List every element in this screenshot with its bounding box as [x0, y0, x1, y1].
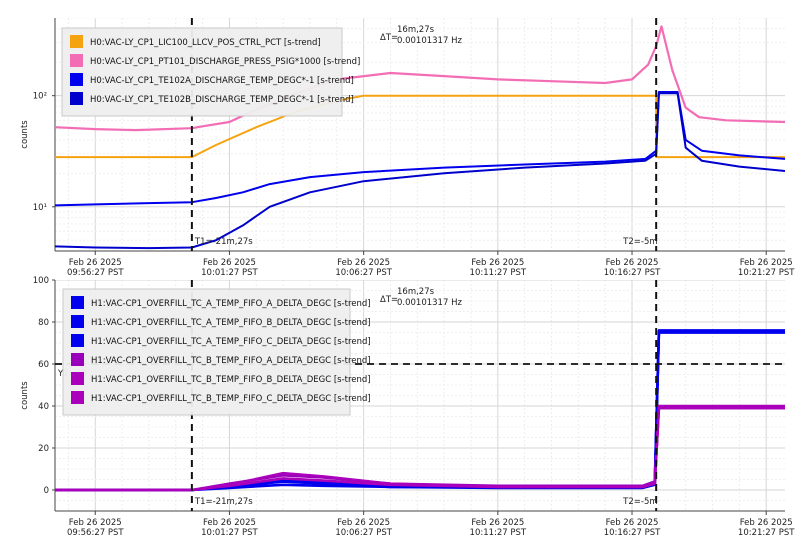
delta-frequency: 0.00101317 Hz	[397, 298, 462, 308]
legend-swatch	[71, 296, 84, 309]
x-tick-label-date: Feb 26 2025	[740, 258, 793, 268]
x-tick-label-date: Feb 26 2025	[203, 518, 256, 528]
x-tick-label-time: 10:06:27 PST	[335, 528, 392, 538]
y-tick-label: 10²	[33, 92, 47, 102]
x-tick-label-time: 09:56:27 PST	[67, 268, 124, 278]
legend-item[interactable]: H1:VAC-CP1_OVERFILL_TC_B_TEMP_FIFO_A_DEL…	[71, 353, 371, 366]
legend-item[interactable]: H0:VAC-LY_CP1_LIC100_LLCV_POS_CTRL_PCT […	[70, 35, 321, 48]
legend-label: H1:VAC-CP1_OVERFILL_TC_A_TEMP_FIFO_C_DEL…	[91, 337, 371, 347]
delta-label: ΔT=	[380, 33, 398, 43]
x-tick-label-time: 10:01:27 PST	[201, 528, 258, 538]
legend-item[interactable]: H0:VAC-LY_CP1_PT101_DISCHARGE_PRESS_PSIG…	[70, 54, 360, 67]
x-tick-label-date: Feb 26 2025	[337, 258, 390, 268]
x-tick-label-date: Feb 26 2025	[69, 258, 122, 268]
legend-label: H1:VAC-CP1_OVERFILL_TC_B_TEMP_FIFO_A_DEL…	[91, 356, 371, 366]
legend-swatch	[70, 92, 83, 105]
legend-swatch	[71, 372, 84, 385]
series-line-2	[55, 25, 785, 132]
legend-label: H1:VAC-CP1_OVERFILL_TC_A_TEMP_FIFO_B_DEL…	[91, 318, 371, 328]
legend: H0:VAC-LY_CP1_LIC100_LLCV_POS_CTRL_PCT […	[61, 27, 360, 117]
x-tick-label-time: 10:16:27 PST	[604, 528, 661, 538]
legend-label: H0:VAC-LY_CP1_TE102A_DISCHARGE_TEMP_DEGC…	[90, 76, 354, 86]
x-tick-label-time: 09:56:27 PST	[67, 528, 124, 538]
y-tick-label: 20	[38, 444, 49, 454]
x-tick-label-time: 10:16:27 PST	[604, 268, 661, 278]
series-line-6	[55, 404, 785, 492]
x-tick-label-time: 10:21:27 PST	[738, 528, 795, 538]
x-tick-label-date: Feb 26 2025	[337, 518, 390, 528]
legend-label: H1:VAC-CP1_OVERFILL_TC_A_TEMP_FIFO_A_DEL…	[91, 299, 371, 309]
y-tick-label: 10¹	[33, 203, 47, 213]
x-tick-label-date: Feb 26 2025	[203, 258, 256, 268]
x-tick-label-date: Feb 26 2025	[606, 518, 659, 528]
y-tick-label: 40	[38, 402, 49, 412]
x-tick-label-time: 10:06:27 PST	[335, 268, 392, 278]
y-axis-label: counts	[20, 120, 30, 149]
y-tick-label: 100	[33, 276, 49, 286]
y-tick-label: 60	[38, 360, 49, 370]
x-tick-label-time: 10:11:27 PST	[470, 268, 527, 278]
legend-swatch	[71, 353, 84, 366]
cursor-t1-label: T1=-21m,27s	[194, 237, 253, 247]
delta-label: ΔT=	[380, 295, 398, 305]
delta-time: 16m,27s	[397, 25, 435, 35]
legend: H1:VAC-CP1_OVERFILL_TC_A_TEMP_FIFO_A_DEL…	[62, 288, 371, 416]
cursor-t1-label: T1=-21m,27s	[194, 497, 253, 507]
y-tick-label: 0	[44, 486, 49, 496]
x-tick-label-date: Feb 26 2025	[471, 258, 524, 268]
legend-swatch	[70, 54, 83, 67]
series-group	[55, 329, 785, 492]
x-tick-label-time: 10:11:27 PST	[470, 528, 527, 538]
y-tick-label: 80	[38, 318, 49, 328]
x-tick-label-date: Feb 26 2025	[740, 518, 793, 528]
cursor-t2-label: T2=-5m	[622, 237, 657, 247]
x-tick-label-time: 10:21:27 PST	[738, 268, 795, 278]
delta-time: 16m,27s	[397, 287, 435, 297]
legend-swatch	[71, 334, 84, 347]
legend-label: H1:VAC-CP1_OVERFILL_TC_B_TEMP_FIFO_B_DEL…	[91, 375, 371, 385]
legend-item[interactable]: H1:VAC-CP1_OVERFILL_TC_A_TEMP_FIFO_C_DEL…	[71, 334, 371, 347]
legend-label: H0:VAC-LY_CP1_TE102B_DISCHARGE_TEMP_DEGC…	[90, 95, 354, 105]
legend-label: H0:VAC-LY_CP1_PT101_DISCHARGE_PRESS_PSIG…	[90, 57, 360, 67]
legend-item[interactable]: H0:VAC-LY_CP1_TE102B_DISCHARGE_TEMP_DEGC…	[70, 92, 354, 105]
legend-swatch	[71, 391, 84, 404]
legend-item[interactable]: H0:VAC-LY_CP1_TE102A_DISCHARGE_TEMP_DEGC…	[70, 73, 354, 86]
legend-swatch	[71, 315, 84, 328]
legend-item[interactable]: H1:VAC-CP1_OVERFILL_TC_B_TEMP_FIFO_C_DEL…	[71, 391, 371, 404]
legend-label: H1:VAC-CP1_OVERFILL_TC_B_TEMP_FIFO_C_DEL…	[91, 394, 371, 404]
legend-item[interactable]: H1:VAC-CP1_OVERFILL_TC_A_TEMP_FIFO_A_DEL…	[71, 296, 371, 309]
legend-label: H0:VAC-LY_CP1_LIC100_LLCV_POS_CTRL_PCT […	[90, 38, 321, 48]
x-tick-label-date: Feb 26 2025	[69, 518, 122, 528]
legend-swatch	[70, 35, 83, 48]
legend-box	[61, 27, 343, 117]
delta-frequency: 0.00101317 Hz	[397, 36, 462, 46]
legend-item[interactable]: H1:VAC-CP1_OVERFILL_TC_A_TEMP_FIFO_B_DEL…	[71, 315, 371, 328]
legend-item[interactable]: H1:VAC-CP1_OVERFILL_TC_B_TEMP_FIFO_B_DEL…	[71, 372, 371, 385]
x-tick-label-date: Feb 26 2025	[606, 258, 659, 268]
series-line-4	[55, 92, 785, 250]
x-tick-label-time: 10:01:27 PST	[201, 268, 258, 278]
cursor-t2-label: T2=-5m	[622, 497, 657, 507]
legend-swatch	[70, 73, 83, 86]
y-axis-label: counts	[20, 381, 30, 410]
legend-box	[62, 288, 351, 416]
x-tick-label-date: Feb 26 2025	[471, 518, 524, 528]
